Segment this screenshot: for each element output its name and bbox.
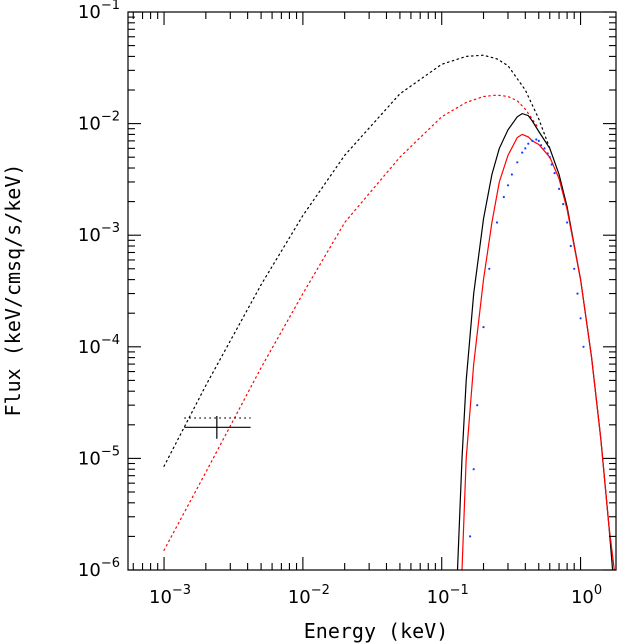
scatter-point [566,221,569,224]
scatter-point [550,163,553,166]
y-tick-label: 10−1 [78,0,120,23]
series-2-line [163,94,540,551]
scatter-point [482,326,485,329]
y-tick-label: 10−3 [78,221,120,246]
series-layer [163,54,615,570]
y-tick-label: 10−2 [78,110,120,135]
x-tick-label: 10−3 [149,583,191,608]
series-4-line [461,133,615,570]
scatter-point [469,535,472,538]
scatter-point [548,156,551,159]
scatter-point [524,147,527,150]
scatter-point [535,138,538,141]
scatter-point [576,292,579,295]
scatter-point [579,317,582,320]
scatter-point [527,142,530,145]
scatter-point [540,144,543,147]
scatter-point [569,244,572,248]
plot-frame [127,11,617,571]
y-tick-label: 10−6 [78,556,120,581]
scatter-point [488,267,491,270]
x-tick-label: 100 [571,583,602,608]
y-tick-label: 10−4 [78,333,120,358]
scatter-point [502,195,505,199]
scatter-point [537,139,540,142]
y-tick-label: 10−5 [78,444,120,469]
scatter-point [472,468,475,471]
scatter-point [521,151,524,154]
ticks-layer [128,11,616,571]
scatter-point [558,187,561,190]
scatter-point [531,139,534,142]
scatter-point [573,267,576,270]
series-1-line [163,54,551,467]
scatter-point [582,345,585,348]
scatter-point [562,203,565,206]
scatter-point [510,173,513,176]
scatter-point [553,172,556,175]
scatter-point [476,404,479,407]
scatter-point [495,221,499,224]
scatter-point [546,152,549,155]
scatter-point [543,147,546,150]
scatter-point [506,184,510,187]
x-tick-label: 10−1 [427,583,469,608]
scatter-point [516,161,519,164]
tick-labels-layer: 10−3 10−2 10−1 100 10−6 10−5 10−4 10−3 10−2 10−1 [78,0,602,608]
x-axis-label: Energy (keV) [304,619,449,643]
y-axis-label: Flux (keV/cmsq/s/keV) [1,164,25,417]
x-tick-label: 10−2 [288,583,330,608]
